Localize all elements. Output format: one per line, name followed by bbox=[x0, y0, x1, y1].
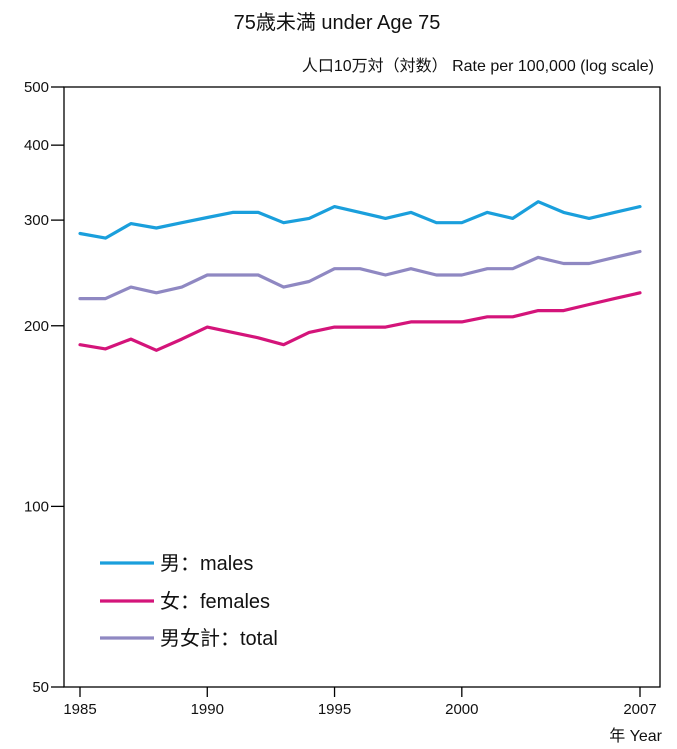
y-axis: 50 100 200 300 400 500 bbox=[24, 79, 64, 696]
x-tick-label: 2000 bbox=[445, 701, 478, 718]
legend-label-1: 女：females bbox=[160, 590, 270, 613]
y-tick-label: 300 bbox=[24, 212, 49, 229]
y-tick-label: 200 bbox=[24, 318, 49, 335]
y-tick-label: 100 bbox=[24, 498, 49, 515]
series-line-1 bbox=[78, 291, 642, 352]
y-tick-label: 400 bbox=[24, 137, 49, 154]
x-axis: 1985 1990 1995 2000 2007 bbox=[63, 687, 657, 718]
x-axis-label: 年 Year bbox=[609, 727, 662, 745]
x-tick-label: 2007 bbox=[623, 701, 656, 718]
y-tick-label: 500 bbox=[24, 79, 49, 96]
x-tick-label: 1985 bbox=[63, 701, 96, 718]
y-tick-label: 50 bbox=[32, 679, 49, 696]
series-lines bbox=[78, 200, 642, 352]
plot-area-frame bbox=[63, 86, 661, 688]
legend-label-2: 男女計：total bbox=[160, 627, 278, 650]
x-tick-label: 1995 bbox=[318, 701, 351, 718]
series-line-2 bbox=[78, 249, 642, 301]
y-axis-label: 人口10万対（対数） Rate per 100,000 (log scale) bbox=[302, 57, 654, 75]
chart-title: 75歳未満 under Age 75 bbox=[234, 11, 441, 34]
legend-label-0: 男：males bbox=[160, 553, 253, 575]
legend: 男：males 女：females 男女計：total bbox=[100, 553, 278, 650]
series-line-0 bbox=[78, 200, 642, 240]
x-tick-label: 1990 bbox=[191, 701, 224, 718]
